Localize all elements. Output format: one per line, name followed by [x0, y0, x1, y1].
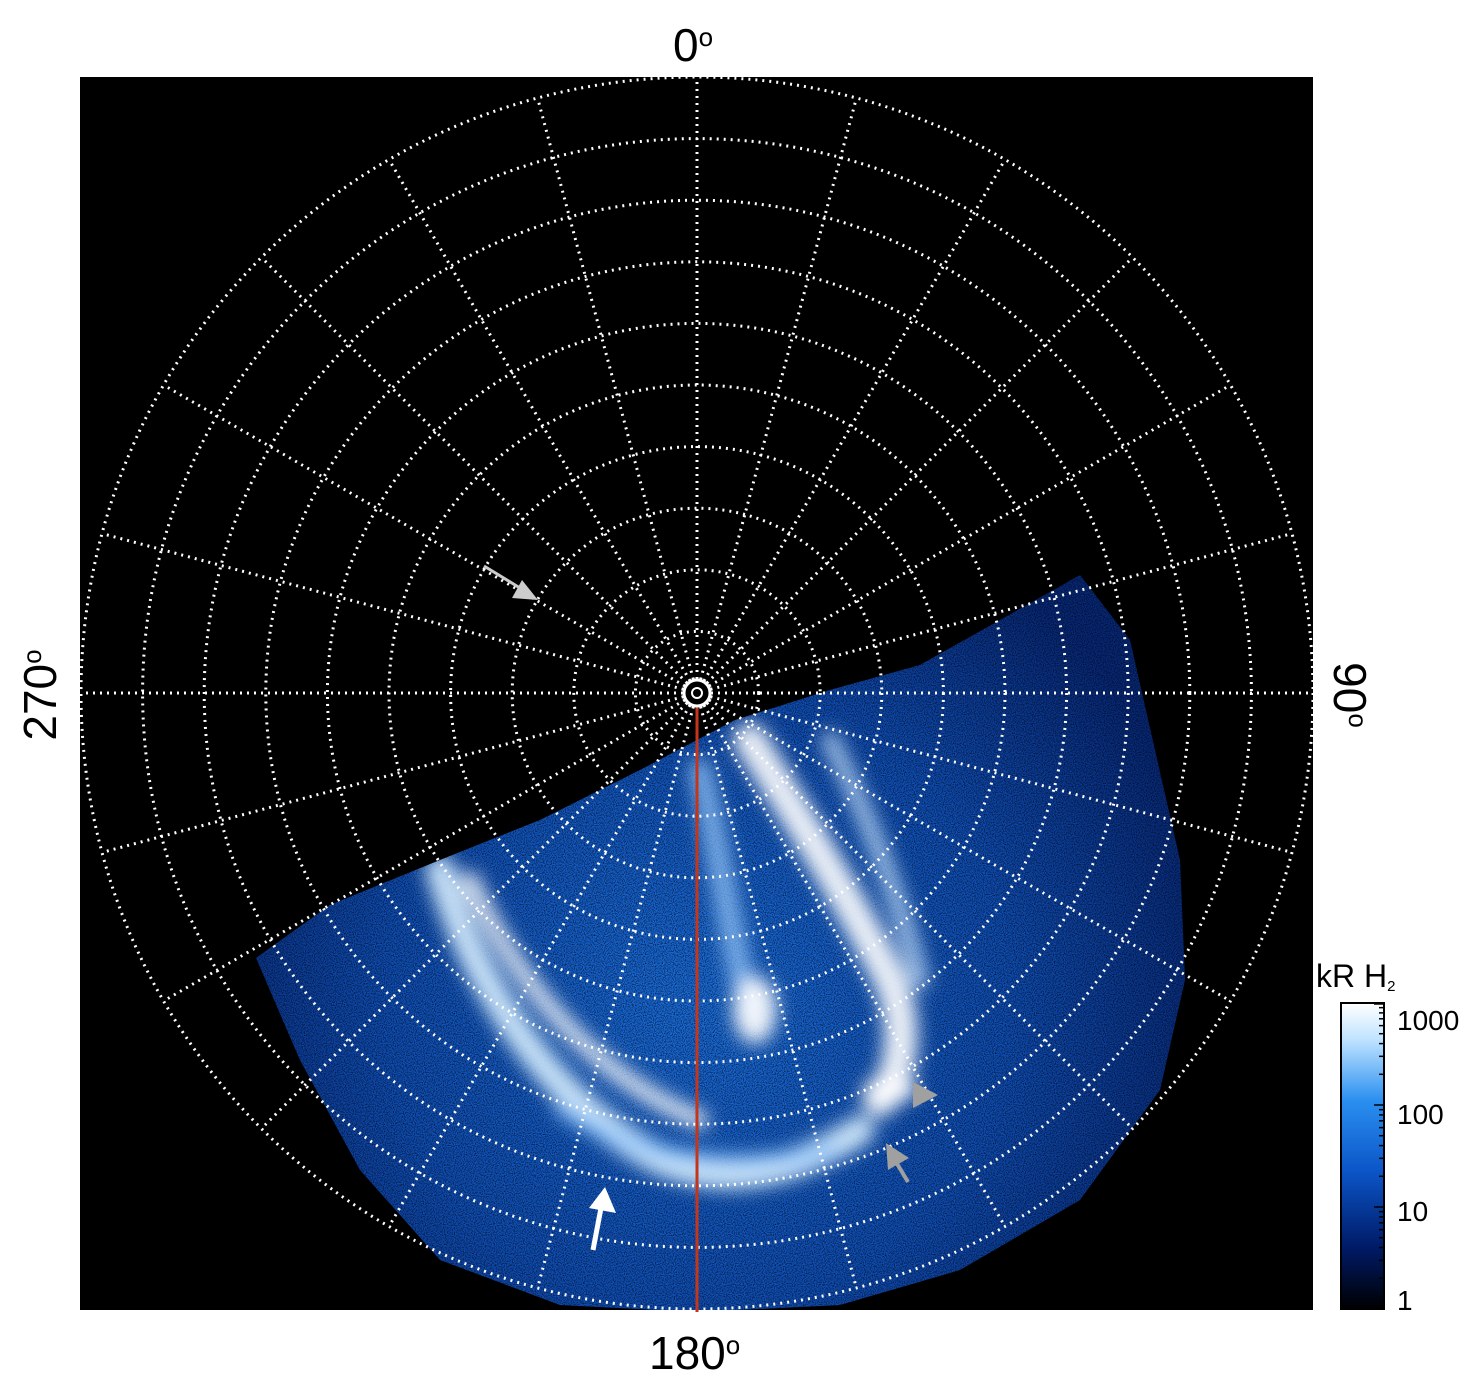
meridian-line — [162, 691, 698, 1003]
meridian-line — [695, 158, 1007, 694]
colorbar — [1340, 1002, 1385, 1310]
meridian-line — [695, 691, 1134, 1130]
meridian-line — [101, 532, 698, 695]
meridian-line — [536, 692, 699, 1289]
colorbar-tick-label: 10 — [1397, 1196, 1429, 1227]
latitude-ring — [572, 568, 822, 818]
latitude-ring — [202, 198, 1192, 1188]
colorbar-title: kR H2 — [1316, 958, 1396, 995]
arrow-lower-right-b — [913, 1082, 938, 1108]
meridian-line — [162, 383, 698, 695]
latitude-ring — [325, 321, 1069, 1065]
arrow-lower-right-a — [886, 1143, 910, 1184]
pole-marker — [682, 678, 712, 708]
meridian-line — [696, 532, 1293, 695]
meridian-line — [695, 692, 858, 1289]
longitude-label-left: 270o — [14, 649, 66, 741]
longitude-label-bottom: 180o — [649, 1327, 741, 1379]
feature-arrows — [483, 564, 938, 1251]
latitude-ring — [264, 260, 1130, 1126]
meridian-line — [696, 691, 1293, 854]
arrow-upper-left — [483, 564, 538, 600]
meridian-line — [387, 158, 699, 694]
latitude-ring — [510, 506, 884, 880]
meridian-line — [695, 97, 858, 694]
meridian-line — [101, 691, 698, 854]
colorbar-tick-label: 100 — [1397, 1099, 1444, 1130]
longitude-label-top: 0o — [673, 19, 714, 71]
latitude-ring — [633, 629, 761, 757]
longitude-label-right: 90o — [1324, 662, 1376, 728]
colorbar-tick-label: 1 — [1397, 1285, 1413, 1316]
meridian-line — [695, 692, 1007, 1228]
arrow-lower-left — [589, 1187, 616, 1251]
meridian-line — [536, 97, 699, 694]
meridian-line — [387, 692, 699, 1228]
meridian-line — [696, 691, 1232, 1003]
meridian-line — [696, 383, 1232, 695]
colorbar-tick-marks — [1374, 1003, 1384, 1310]
colorbar-tick-label: 1000 — [1397, 1005, 1460, 1036]
